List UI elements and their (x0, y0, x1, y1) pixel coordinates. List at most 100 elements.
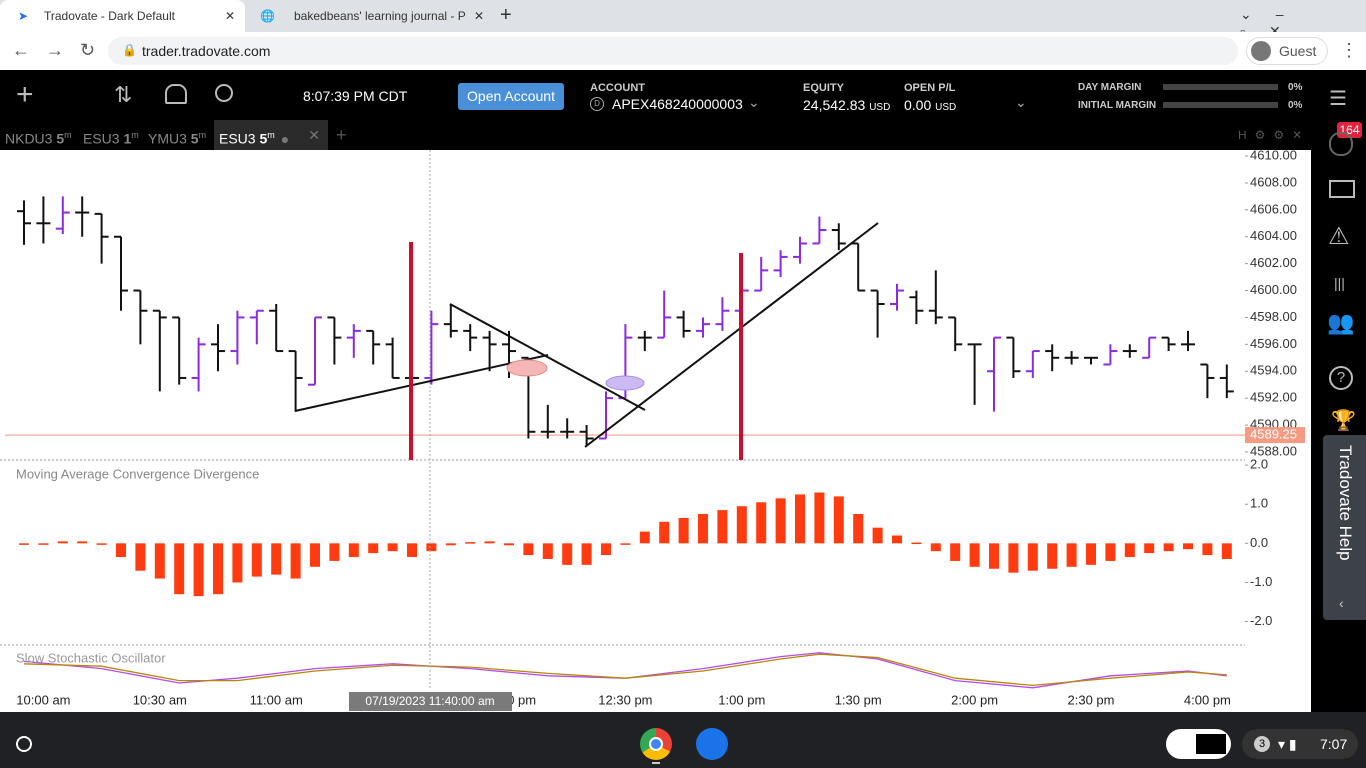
menu[interactable]: ⋮ (1340, 40, 1358, 60)
y-tick-label: 4588.00 (1250, 443, 1297, 458)
alert-icon[interactable]: ⚠ (1328, 223, 1350, 250)
chart-tab[interactable]: NKDU3 5m (5, 120, 72, 150)
account-dropdown[interactable]: ⌄ (748, 94, 760, 110)
add-button[interactable]: + (16, 78, 34, 111)
histogram-bar (1124, 543, 1135, 558)
new-tab[interactable]: + (500, 4, 512, 26)
day-margin-value: 0% (1288, 82, 1303, 93)
open-account-button[interactable]: Open Account (458, 83, 564, 110)
pnl: 0.00 USD (904, 97, 956, 113)
histogram-bar (1221, 543, 1232, 559)
search-icon[interactable] (215, 84, 233, 102)
transfer-icon[interactable]: ⇅ (114, 82, 133, 107)
equity-unit: USD (869, 102, 891, 113)
histogram-bar (57, 541, 68, 544)
histogram-bar (1105, 543, 1116, 561)
day-margin-bar (1163, 84, 1278, 90)
help-panel[interactable]: Tradovate Help ‹ (1323, 435, 1366, 620)
histogram-bar (1066, 543, 1077, 567)
help-icon[interactable]: ? (1329, 366, 1353, 390)
histogram-bar (1144, 543, 1155, 554)
tab-interval: 5 (56, 130, 65, 147)
omnibox[interactable]: 🔒 trader.tradovate.com (108, 37, 1238, 65)
histogram-bar (581, 543, 592, 565)
tab-symbol: YMU3 (148, 130, 187, 147)
initial-margin-label: INITIAL MARGIN (1078, 100, 1157, 111)
y-tick-label: 0.0 (1250, 535, 1268, 550)
trend-line (584, 222, 879, 448)
tray-thumbnail[interactable] (1166, 729, 1231, 759)
panel-title: Moving Average Convergence Divergence (16, 466, 259, 481)
histogram-bar (387, 543, 398, 552)
last-price-label: 4589.25 (1250, 427, 1297, 442)
y-tick-label: 4606.00 (1250, 201, 1297, 216)
histogram-bar (795, 494, 805, 544)
histogram-bar (271, 543, 282, 575)
x-tick-label: 11:00 am (250, 692, 303, 707)
histogram-bar (853, 514, 864, 544)
last-price-box (1245, 427, 1305, 444)
chart-controls[interactable]: H⚙⚙✕ (1238, 128, 1311, 142)
highlight (506, 359, 548, 377)
tab-symbol: NKDU3 (5, 130, 53, 147)
x-tick-label: 4:00 pm (1184, 692, 1231, 707)
chat-icon[interactable] (1329, 180, 1355, 198)
tab-close[interactable]: ✕ (224, 9, 235, 23)
initial-margin-value: 0% (1288, 100, 1303, 111)
bell-icon[interactable] (165, 84, 187, 104)
chart-tab[interactable]: YMU3 5m (148, 120, 206, 150)
histogram-bar (736, 506, 747, 544)
y-tick-label: -2.0 (1250, 613, 1272, 628)
users-icon[interactable]: 👥 (1327, 310, 1355, 335)
status-tray[interactable]: 3 ▾ ▮ 7:07 (1242, 729, 1358, 759)
histogram-bar (19, 543, 29, 545)
profile-button[interactable]: Guest (1246, 37, 1328, 65)
histogram-bar (426, 543, 437, 552)
pnl-dropdown[interactable]: ⌄ (1015, 94, 1027, 110)
y-tick-label: 4600.00 (1250, 282, 1297, 297)
tab-unit: m (64, 130, 72, 140)
files-icon[interactable] (696, 728, 728, 760)
highlight (605, 375, 645, 391)
dom-icon[interactable]: ||| (1334, 275, 1345, 291)
taskbar: 3 ▾ ▮ 7:07 (0, 712, 1366, 768)
histogram-bar (659, 521, 670, 544)
panel-title: Slow Stochastic Oscillator (16, 650, 166, 665)
histogram-bar (407, 543, 417, 558)
chrome-icon[interactable] (640, 728, 672, 760)
add-chart-tab[interactable]: + (336, 125, 347, 145)
histogram-bar (989, 543, 999, 569)
histogram-bar (1163, 543, 1174, 552)
tab-unit: m (198, 130, 207, 140)
icon[interactable] (1329, 132, 1353, 156)
initial-margin-bar (1163, 102, 1278, 108)
histogram-bar (96, 543, 107, 545)
tab-close[interactable]: ✕ (308, 127, 320, 143)
launcher[interactable] (16, 736, 32, 752)
nav-buttons[interactable]: ←→↻ (12, 40, 112, 60)
histogram-bar (504, 543, 514, 546)
account-id[interactable]: APEX468240000003 (612, 96, 743, 112)
trophy-icon[interactable]: 🏆 (1331, 410, 1356, 432)
tab-close[interactable]: ✕ (469, 0, 484, 32)
histogram-bar (193, 543, 204, 597)
chart-tab-active[interactable]: ESU3 5m ● ✕ (214, 120, 328, 150)
chart-tab[interactable]: ESU3 1m (83, 120, 139, 150)
y-tick-label: 2.0 (1250, 457, 1268, 472)
histogram-bar (290, 543, 301, 579)
histogram-bar (678, 517, 689, 544)
tab[interactable]: bakedbeans' learning journal - P 🌐 ✕ (250, 0, 490, 32)
address-row: ←→↻ 🔒 trader.tradovate.com Guest ⋮ (0, 32, 1366, 70)
tab-title: bakedbeans' learning journal - P (294, 9, 466, 23)
histogram-bar (368, 543, 379, 554)
settings-icon[interactable]: ☰ (1329, 88, 1347, 110)
x-tick-label: 10:00 am (16, 692, 70, 707)
crosshair-label: 07/19/2023 11:40:00 am (365, 694, 494, 708)
x-tick-label: 2:00 pm (951, 692, 998, 707)
chart: 4588.004590.004592.004594.004596.004598.… (0, 150, 1311, 712)
equity-value: 24,542.83 (803, 97, 866, 113)
tab-dot: ● (280, 130, 290, 147)
tab-active[interactable]: Tradovate - Dark Default ➤ ✕ (0, 0, 245, 32)
tab-icon: ➤ (18, 9, 29, 23)
